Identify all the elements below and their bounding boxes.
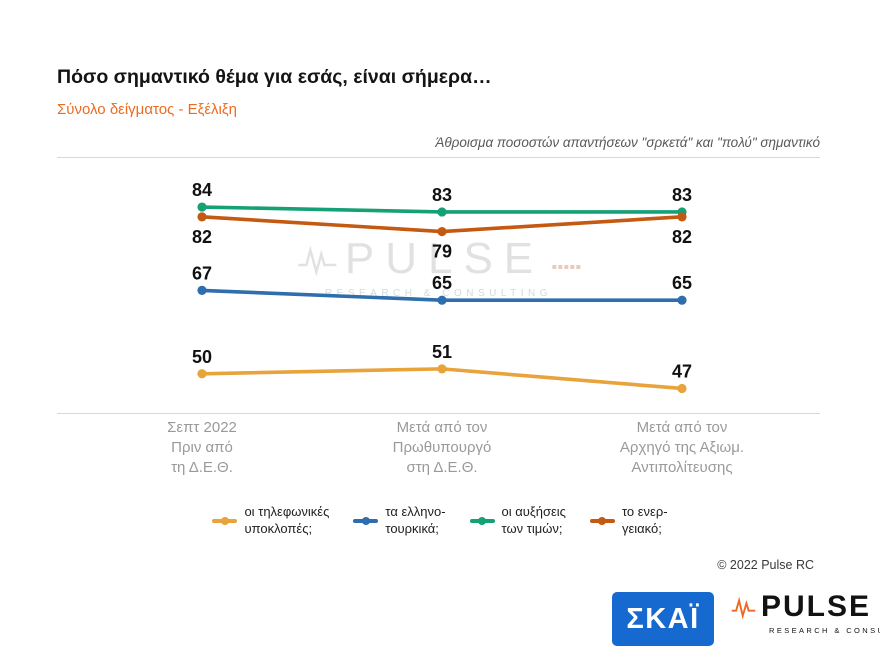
page-title: Πόσο σημαντικό θέμα για εσάς, είναι σήμε… <box>57 66 492 88</box>
data-point <box>197 202 207 212</box>
legend-item-greek-turkish: τα ελληνο- τουρκικά; <box>353 504 446 538</box>
data-label: 83 <box>672 185 692 205</box>
data-label: 83 <box>432 185 452 205</box>
data-point <box>197 369 207 379</box>
data-label: 79 <box>432 242 452 262</box>
data-point <box>437 364 447 374</box>
skai-logo-text: ΣΚΑΪ <box>626 602 700 635</box>
legend-label: οι αυξήσεις των τιμών; <box>501 504 566 536</box>
legend-item-energy: το ενερ- γειακό; <box>589 504 668 538</box>
chart-legend: οι τηλεφωνικές υποκλοπές; τα ελληνο- του… <box>0 504 880 538</box>
data-point <box>437 207 447 217</box>
x-axis-category-1: Σεπτ 2022 Πριν από τη Δ.Ε.Θ. <box>167 419 237 476</box>
data-point <box>437 295 447 305</box>
legend-label: το ενερ- γειακό; <box>621 504 668 536</box>
data-point <box>197 285 207 296</box>
copyright-notice: © 2022 Pulse RC <box>717 558 814 572</box>
data-point <box>677 295 687 305</box>
legend-label: τα ελληνο- τουρκικά; <box>385 504 446 536</box>
data-label: 51 <box>432 342 452 362</box>
data-point <box>677 383 687 394</box>
legend-marker-icon <box>212 515 238 527</box>
legend-label: οι τηλεφωνικές υποκλοπές; <box>244 504 330 536</box>
page-subtitle: Σύνολο δείγματος - Εξέλιξη <box>57 101 237 118</box>
pulse-logo-text: PULSE <box>760 590 871 623</box>
data-label: 47 <box>672 361 692 381</box>
pulse-logo-subtext: RESEARCH & CONSULTING <box>769 626 880 635</box>
legend-marker-icon <box>589 515 615 527</box>
legend-marker-icon <box>469 515 495 527</box>
data-label: 82 <box>192 227 212 247</box>
chart-annotation: Άθροισμα ποσοστών απαντήσεων "σρκετά" κα… <box>435 135 820 150</box>
data-point <box>437 226 447 237</box>
data-label: 65 <box>432 273 452 293</box>
x-axis-category-3: Μετά από τον Αρχηγό της Αξιωμ. Αντιπολίτ… <box>619 419 745 476</box>
legend-item-price-increases: οι αυξήσεις των τιμών; <box>469 504 566 538</box>
data-label: 82 <box>672 227 692 247</box>
pulse-waveform-icon <box>731 596 756 620</box>
legend-item-phone-taps: οι τηλεφωνικές υποκλοπές; <box>212 504 329 538</box>
chart-canvas: 50 51 47 67 65 65 84 83 83 82 79 82 <box>192 180 692 394</box>
x-axis: Σεπτ 2022 Πριν από τη Δ.Ε.Θ. Μετά από το… <box>57 418 820 490</box>
data-point <box>677 212 687 222</box>
pulse-logo: PULSE RESEARCH & CONSULTING <box>731 589 880 635</box>
x-axis-category-2: Μετά από τον Πρωθυπουργό στη Δ.Ε.Θ. <box>392 419 492 476</box>
legend-marker-icon <box>353 515 379 527</box>
data-label: 67 <box>192 263 212 283</box>
data-point <box>197 212 207 222</box>
line-chart: PULSE RESEARCH & CONSULTING 50 51 47 67 65 65… <box>57 157 820 414</box>
skai-logo: ΣΚΑΪ <box>612 592 714 646</box>
data-label: 84 <box>192 180 212 200</box>
data-label: 65 <box>672 273 692 293</box>
data-label: 50 <box>192 347 212 367</box>
